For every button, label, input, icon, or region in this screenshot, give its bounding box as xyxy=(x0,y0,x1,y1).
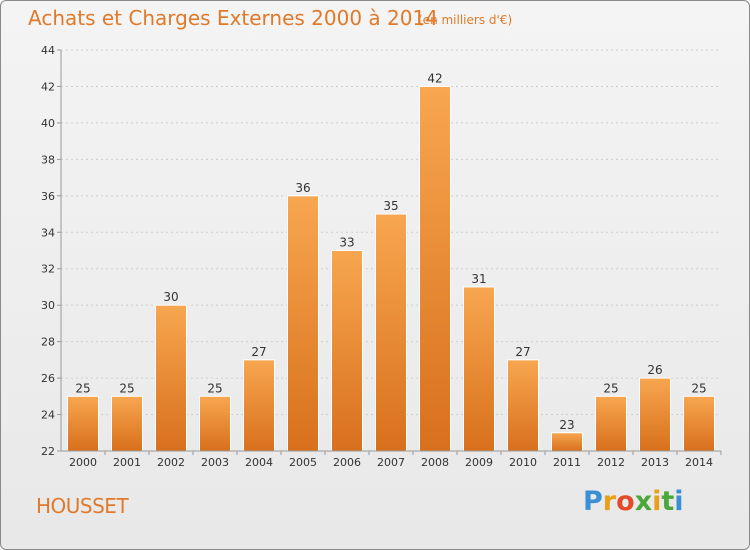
bar-2014 xyxy=(683,395,715,452)
y-tick-label: 24 xyxy=(41,409,55,422)
bar-value-label: 35 xyxy=(383,199,398,213)
bar-value-label: 26 xyxy=(647,363,662,377)
x-tick-label: 2007 xyxy=(377,456,405,469)
x-tick-label: 2000 xyxy=(69,456,97,469)
logo-letter: o xyxy=(616,486,635,517)
place-name: HOUSSET xyxy=(36,494,129,518)
y-tick-label: 36 xyxy=(41,190,55,203)
bar-value-label: 27 xyxy=(515,345,530,359)
bar-value-label: 36 xyxy=(295,181,310,195)
y-tick-label: 30 xyxy=(41,299,55,312)
x-tick-label: 2014 xyxy=(685,456,713,469)
bar-value-label: 42 xyxy=(427,71,442,85)
x-tick-label: 2006 xyxy=(333,456,361,469)
logo-letter: P xyxy=(583,486,603,517)
bar-2013 xyxy=(639,377,671,452)
logo-letter: i xyxy=(652,486,662,517)
bar-2004 xyxy=(243,359,275,452)
bar-value-label: 25 xyxy=(75,381,90,395)
bar-2010 xyxy=(507,359,539,452)
logo-letter: x xyxy=(634,486,653,517)
bar-value-label: 31 xyxy=(471,272,486,286)
bar-2006 xyxy=(331,250,363,452)
bar-2012 xyxy=(595,395,627,452)
logo-letter: i xyxy=(674,486,684,517)
bar-2000 xyxy=(67,395,99,452)
bar-value-label: 33 xyxy=(339,236,354,250)
bars xyxy=(67,85,715,452)
bar-value-label: 25 xyxy=(691,381,706,395)
bar-value-label: 25 xyxy=(207,381,222,395)
bar-value-label: 23 xyxy=(559,418,574,432)
x-tick-label: 2011 xyxy=(553,456,581,469)
y-tick-label: 32 xyxy=(41,263,55,276)
chart-title: Achats et Charges Externes 2000 à 2014 xyxy=(28,6,438,30)
bar-value-label: 27 xyxy=(251,345,266,359)
bar-2007 xyxy=(375,213,407,452)
x-tick-label: 2009 xyxy=(465,456,493,469)
y-tick-label: 22 xyxy=(41,445,55,458)
bar-value-label: 25 xyxy=(119,381,134,395)
labels: 22 24 26 28 30 32 34 36 38 40 42 44 25 2000 25 2001 30 20… xyxy=(41,44,713,469)
y-tick-label: 42 xyxy=(41,80,55,93)
y-tick-label: 40 xyxy=(41,117,55,130)
bar-2003 xyxy=(199,395,231,452)
axes xyxy=(57,49,722,455)
y-tick-label: 26 xyxy=(41,372,55,385)
y-tick-label: 38 xyxy=(41,153,55,166)
y-tick-label: 28 xyxy=(41,336,55,349)
x-tick-label: 2012 xyxy=(597,456,625,469)
x-tick-label: 2005 xyxy=(289,456,317,469)
bar-2001 xyxy=(111,395,143,452)
x-tick-label: 2010 xyxy=(509,456,537,469)
bar-2005 xyxy=(287,195,319,452)
bar-2011 xyxy=(551,432,583,452)
proxiti-logo: Proxiti xyxy=(583,486,684,517)
x-tick-label: 2008 xyxy=(421,456,449,469)
logo-letter: t xyxy=(661,486,675,517)
x-tick-label: 2004 xyxy=(245,456,273,469)
x-tick-label: 2013 xyxy=(641,456,669,469)
x-tick-label: 2001 xyxy=(113,456,141,469)
chart-subtitle: (en milliers d'€) xyxy=(418,13,513,27)
x-tick-label: 2003 xyxy=(201,456,229,469)
logo-letter: r xyxy=(602,486,617,517)
bar-2009 xyxy=(463,286,495,452)
bar-value-label: 30 xyxy=(163,290,178,304)
bar-value-label: 25 xyxy=(603,381,618,395)
y-tick-label: 44 xyxy=(41,44,55,57)
bar-2008 xyxy=(419,85,451,452)
y-tick-label: 34 xyxy=(41,226,55,239)
x-tick-label: 2002 xyxy=(157,456,185,469)
bar-2002 xyxy=(155,304,187,452)
